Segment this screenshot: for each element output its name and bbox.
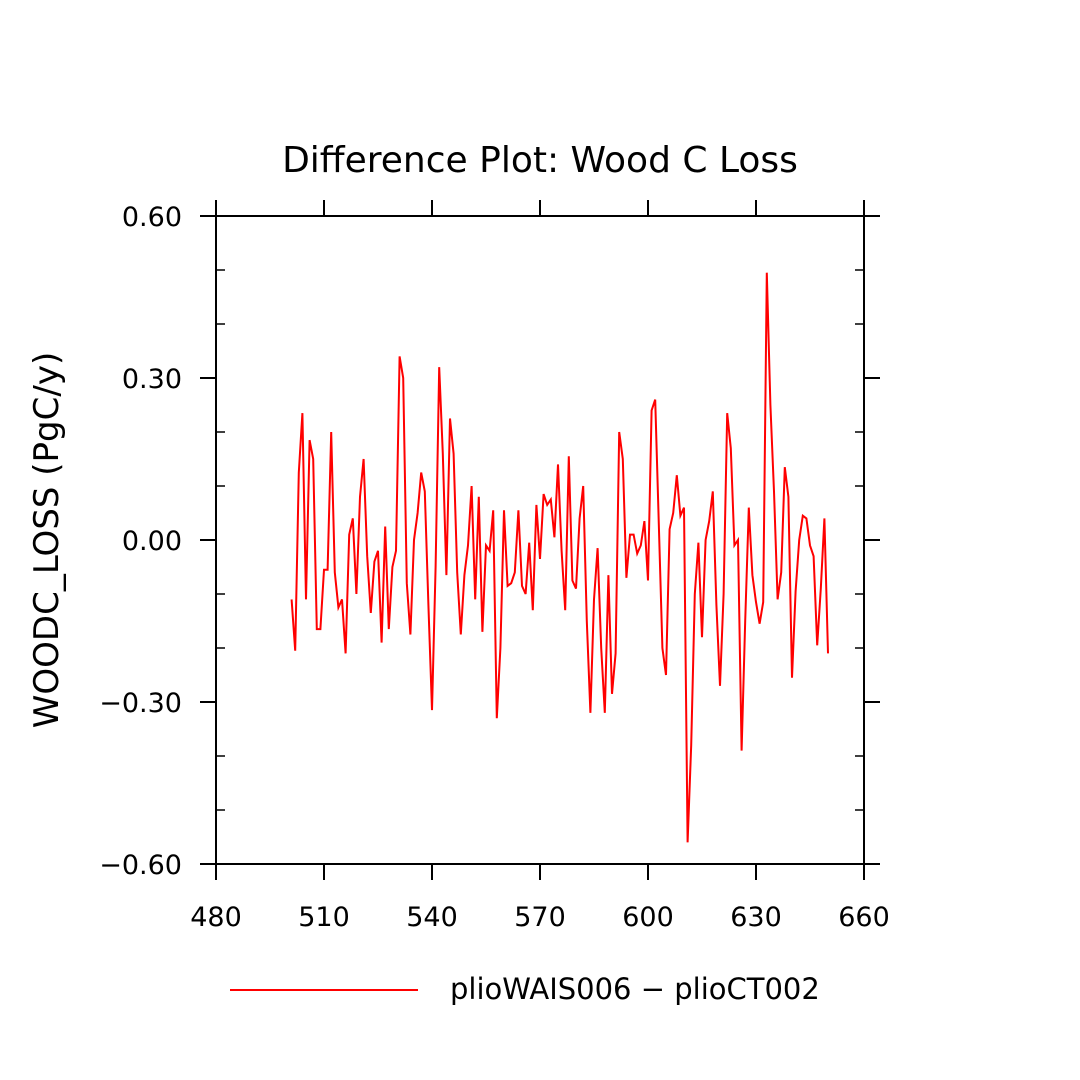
x-tick-label: 660 <box>838 902 890 933</box>
x-tick-label: 630 <box>730 902 782 933</box>
y-axis-label: WOODC_LOSS (PgC/y) <box>27 352 67 728</box>
data-series <box>290 272 829 843</box>
y-tick-label: 0.60 <box>122 202 182 233</box>
x-tick-label: 600 <box>622 902 674 933</box>
y-tick-label: 0.30 <box>122 364 182 395</box>
legend-label: plioWAIS006 − plioCT002 <box>450 972 820 1006</box>
x-tick-label: 570 <box>514 902 566 933</box>
legend: plioWAIS006 − plioCT002 <box>230 972 820 1006</box>
x-tick-label: 540 <box>406 902 458 933</box>
chart-title: Difference Plot: Wood C Loss <box>282 140 798 181</box>
y-tick-label: −0.30 <box>99 688 182 719</box>
x-tick-label: 510 <box>298 902 350 933</box>
series-line-0 <box>290 272 829 843</box>
axis-ticks: 480 510 540 570 600 630 660 0.60 0.30 0.00 −0.30 −0… <box>99 200 890 933</box>
y-tick-label: −0.60 <box>99 850 182 881</box>
y-tick-label: 0.00 <box>122 526 182 557</box>
x-tick-label: 480 <box>190 902 242 933</box>
plot-frame <box>215 215 865 865</box>
